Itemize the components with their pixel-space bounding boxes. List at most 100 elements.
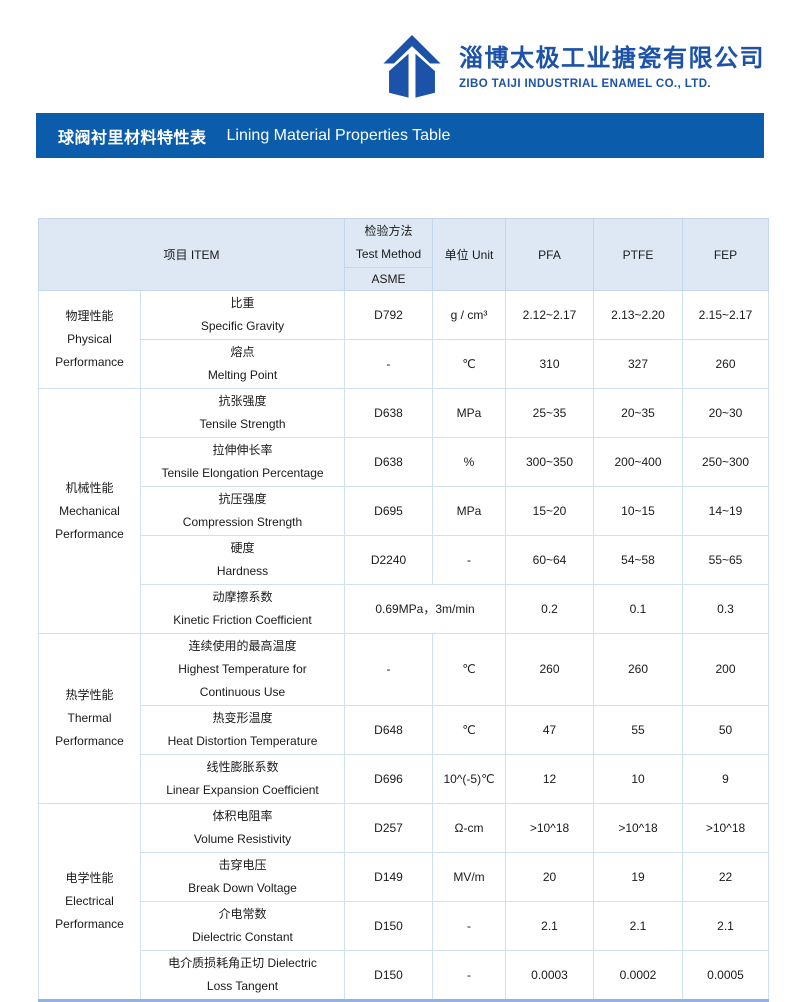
header-material-fep: FEP bbox=[682, 218, 769, 291]
value-cell: >10^18 bbox=[682, 803, 769, 853]
category-cell-line: 机械性能 bbox=[65, 480, 114, 495]
item-cell-line: Tensile Elongation Percentage bbox=[161, 466, 324, 480]
value-cell-line: 2.1 bbox=[629, 918, 647, 933]
method-cell: D2240 bbox=[344, 535, 433, 585]
item-cell-line: Loss Tangent bbox=[206, 979, 279, 993]
item-cell: 电介质损耗角正切 Dielectric Loss Tangent bbox=[140, 950, 345, 1001]
value-cell: 47 bbox=[505, 705, 594, 755]
table-row: 介电常数 Dielectric Constant D150 - 2.1 2.1 2.1 bbox=[39, 901, 769, 951]
table-row: 硬度 Hardness D2240 - 60~64 54~58 55~65 bbox=[39, 535, 769, 585]
value-cell-line: 0.0003 bbox=[531, 967, 568, 982]
category-cell-line: 电学性能 bbox=[65, 871, 114, 885]
value-cell-line: 327 bbox=[627, 356, 649, 371]
page-header: 淄博太极工业搪瓷有限公司 ZIBO TAIJI INDUSTRIAL ENAME… bbox=[0, 0, 800, 100]
value-cell-line: 200 bbox=[715, 662, 736, 676]
value-cell-line: 60~64 bbox=[532, 552, 567, 567]
header-item: 项目 ITEM bbox=[38, 218, 345, 291]
unit-cell-line: ℃ bbox=[462, 356, 476, 371]
value-cell-line: 55~65 bbox=[708, 552, 743, 567]
table-row: 熔点 Melting Point - ℃ 310 327 260 bbox=[39, 339, 769, 389]
item-cell-line: 抗张强度 bbox=[218, 394, 267, 408]
method-unit-span-cell: 0.69MPa，3m/min bbox=[344, 584, 506, 634]
unit-cell-line: - bbox=[467, 918, 471, 933]
item-cell: 熔点 Melting Point bbox=[140, 339, 345, 389]
value-cell: 0.1 bbox=[593, 584, 683, 634]
page-title-cn: 球阀衬里材料特性表 bbox=[58, 129, 207, 147]
value-cell: 15~20 bbox=[505, 486, 594, 536]
item-cell-line: 介电常数 bbox=[218, 907, 267, 921]
unit-cell-line: Ω-cm bbox=[454, 820, 484, 835]
value-cell-line: 9 bbox=[722, 771, 729, 786]
item-cell-line: 连续使用的最高温度 bbox=[188, 639, 297, 653]
unit-cell: g / cm³ bbox=[432, 290, 506, 340]
unit-cell: ℃ bbox=[432, 633, 506, 706]
value-cell-line: 0.3 bbox=[717, 601, 734, 616]
unit-cell: ℃ bbox=[432, 339, 506, 389]
item-cell-line: 抗压强度 bbox=[218, 492, 267, 506]
value-cell: 250~300 bbox=[682, 437, 769, 487]
method-cell: D149 bbox=[344, 852, 433, 902]
value-cell: 200 bbox=[682, 633, 769, 706]
value-cell-line: 14~19 bbox=[708, 503, 743, 518]
category-cell-line: 热学性能 bbox=[65, 688, 114, 702]
method-cell: D792 bbox=[344, 290, 433, 340]
value-cell: 2.13~2.20 bbox=[593, 290, 683, 340]
value-cell: 25~35 bbox=[505, 388, 594, 438]
value-cell-line: 12 bbox=[542, 771, 557, 786]
category-cell-line: Mechanical Performance bbox=[55, 503, 124, 541]
item-cell: 抗张强度 Tensile Strength bbox=[140, 388, 345, 438]
method-cell: - bbox=[344, 633, 433, 706]
item-cell-line: Highest Temperature for bbox=[178, 662, 307, 676]
category-cell: 机械性能 Mechanical Performance bbox=[38, 388, 141, 634]
category-cell-line: Thermal Performance bbox=[55, 711, 124, 748]
value-cell-line: 2.15~2.17 bbox=[698, 307, 753, 322]
item-cell-line: 热变形温度 bbox=[212, 711, 273, 725]
value-cell: 260 bbox=[593, 633, 683, 706]
value-cell: 20~35 bbox=[593, 388, 683, 438]
value-cell: 260 bbox=[682, 339, 769, 389]
value-cell-line: 20~30 bbox=[708, 405, 743, 420]
value-cell-line: >10^18 bbox=[529, 820, 570, 835]
item-cell-line: 硬度 bbox=[230, 541, 255, 555]
method-cell-line: D638 bbox=[374, 454, 403, 469]
item-cell-line: Hardness bbox=[216, 564, 269, 578]
item-cell-line: 线性膨胀系数 bbox=[206, 760, 279, 774]
value-cell: 22 bbox=[682, 852, 769, 902]
item-cell: 体积电阻率 Volume Resistivity bbox=[140, 803, 345, 853]
unit-cell: - bbox=[432, 950, 506, 1001]
table-row: 线性膨胀系数 Linear Expansion Coefficient D696 10… bbox=[39, 754, 769, 804]
method-cell-line: D257 bbox=[374, 820, 403, 835]
title-banner: 球阀衬里材料特性表 Lining Material Properties Tab… bbox=[36, 113, 764, 158]
unit-cell-line: 10^(-5)℃ bbox=[443, 771, 495, 786]
method-cell: D638 bbox=[344, 437, 433, 487]
item-cell-line: 体积电阻率 bbox=[212, 809, 273, 823]
unit-cell-line: % bbox=[463, 454, 475, 469]
table-row: 电介质损耗角正切 Dielectric Loss Tangent D150 - 0.00… bbox=[39, 950, 769, 1001]
value-cell: 2.15~2.17 bbox=[682, 290, 769, 340]
value-cell: 2.1 bbox=[682, 901, 769, 951]
category-cell: 电学性能 Electrical Performance bbox=[38, 803, 141, 1001]
unit-cell: - bbox=[432, 535, 506, 585]
value-cell: 327 bbox=[593, 339, 683, 389]
item-cell-line: Heat Distortion Temperature bbox=[167, 734, 318, 748]
properties-table-head: 项目 ITEM 检验方法 Test Method 单位 Unit PFA PTF… bbox=[38, 218, 769, 291]
company-name-en: ZIBO TAIJI INDUSTRIAL ENAMEL CO., LTD. bbox=[459, 78, 712, 90]
table-row: 动摩擦系数 Kinetic Friction Coefficient 0.69MPa… bbox=[39, 584, 769, 634]
unit-cell-line: MPa bbox=[456, 503, 482, 518]
value-cell-line: 0.2 bbox=[541, 601, 558, 616]
value-cell-line: 2.12~2.17 bbox=[522, 307, 577, 322]
company-logo-icon bbox=[383, 35, 441, 98]
value-cell-line: 10~15 bbox=[621, 503, 655, 518]
method-cell: - bbox=[344, 339, 433, 389]
header-material-ptfe: PTFE bbox=[593, 218, 683, 291]
unit-cell: ℃ bbox=[432, 705, 506, 755]
item-cell: 比重 Specific Gravity bbox=[140, 290, 345, 340]
unit-cell-line: MV/m bbox=[453, 869, 485, 884]
item-cell-line: 比重 bbox=[230, 296, 255, 310]
value-cell-line: 0.0002 bbox=[619, 967, 657, 982]
item-cell-line: 动摩擦系数 bbox=[212, 590, 273, 604]
table-row: 抗压强度 Compression Strength D695 MPa 15~20 10~1… bbox=[39, 486, 769, 536]
item-cell-line: Compression Strength bbox=[182, 515, 303, 529]
value-cell: 0.2 bbox=[505, 584, 594, 634]
value-cell: 300~350 bbox=[505, 437, 594, 487]
